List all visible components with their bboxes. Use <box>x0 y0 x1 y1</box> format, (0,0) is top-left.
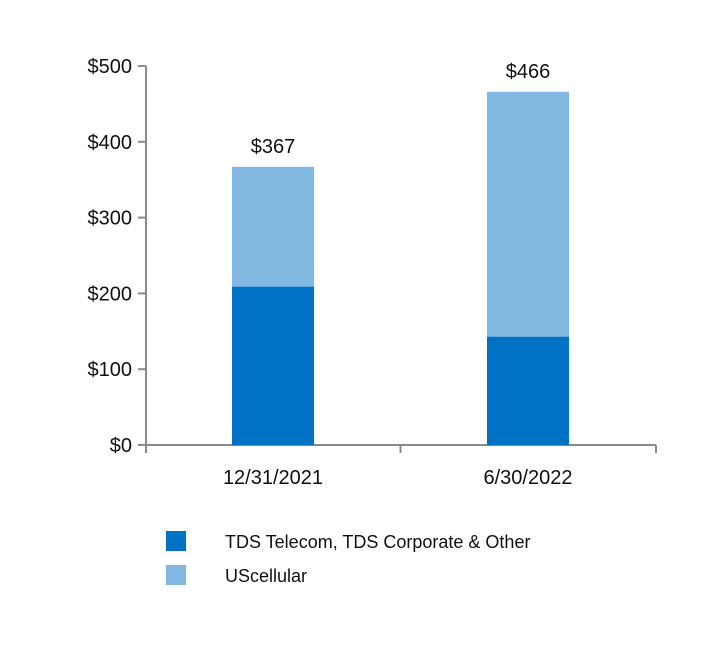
bars <box>232 91 569 445</box>
x-category-label: 6/30/2022 <box>484 467 573 489</box>
labels: $367 12/31/2021 $466 6/30/2022 <box>223 61 573 489</box>
legend: TDS Telecom, TDS Corporate & Other UScell… <box>166 531 530 586</box>
legend-swatch <box>166 531 186 551</box>
bar-segment-uscellular <box>232 166 314 287</box>
bar-segment-tds-telecom <box>487 336 569 445</box>
legend-swatch <box>166 565 186 585</box>
legend-label: UScellular <box>225 566 307 586</box>
y-tick-label: $100 <box>88 359 133 381</box>
y-tick-label: $300 <box>88 208 133 230</box>
bar-segment-uscellular <box>487 91 569 337</box>
y-tick-label: $0 <box>110 435 132 457</box>
y-tick-label: $400 <box>88 132 133 154</box>
legend-label: TDS Telecom, TDS Corporate & Other <box>225 532 530 552</box>
axes: $0 $100 $200 $300 $400 $500 <box>88 56 657 457</box>
y-tick-label: $500 <box>88 56 133 78</box>
bar-total-label: $466 <box>506 61 551 83</box>
y-tick-label: $200 <box>88 283 133 305</box>
bar-segment-tds-telecom <box>232 286 314 445</box>
x-category-label: 12/31/2021 <box>223 467 323 489</box>
bar-total-label: $367 <box>251 136 296 158</box>
